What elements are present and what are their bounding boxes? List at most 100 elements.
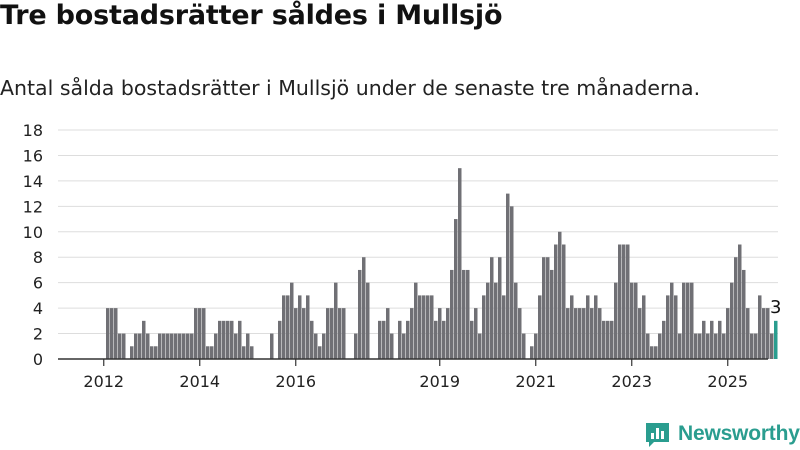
bar (442, 320, 446, 359)
bar (754, 333, 758, 359)
bar (198, 308, 202, 359)
bar (598, 308, 602, 359)
bar (314, 333, 318, 359)
bar (758, 295, 762, 359)
bar (410, 308, 414, 359)
bar (110, 308, 114, 359)
bar (690, 282, 694, 359)
bar (490, 257, 494, 359)
bar (378, 320, 382, 359)
newsworthy-logo: Newsworthy (644, 420, 800, 448)
bar (734, 257, 738, 359)
bar (474, 308, 478, 359)
x-tick-label: 2023 (611, 372, 652, 391)
bar (302, 308, 306, 359)
bar (406, 320, 410, 359)
bar (494, 282, 498, 359)
bar (710, 320, 714, 359)
bar (726, 308, 730, 359)
bar (282, 295, 286, 359)
bar (270, 333, 274, 359)
bar (610, 320, 614, 359)
bar (426, 295, 430, 359)
bar (586, 295, 590, 359)
bar (642, 295, 646, 359)
bar (722, 333, 726, 359)
bar (458, 168, 462, 359)
bar (214, 333, 218, 359)
bar (154, 346, 158, 359)
bar (398, 320, 402, 359)
bar (122, 333, 126, 359)
bar (518, 308, 522, 359)
bar (666, 295, 670, 359)
bar (566, 308, 570, 359)
bar (646, 333, 650, 359)
y-tick-label: 4 (33, 299, 43, 318)
bar (146, 333, 150, 359)
bar (538, 295, 542, 359)
bar (662, 320, 666, 359)
bar (206, 346, 210, 359)
bar (322, 333, 326, 359)
bar (558, 231, 562, 359)
bar (358, 269, 362, 359)
bar-chart-logo-icon (646, 422, 669, 447)
bars (106, 168, 778, 359)
bar (338, 308, 342, 359)
bar (626, 244, 630, 359)
y-tick-label: 12 (23, 197, 43, 216)
bar (290, 282, 294, 359)
bar (606, 320, 610, 359)
bar (190, 333, 194, 359)
bar (670, 282, 674, 359)
bar (142, 320, 146, 359)
bar (574, 308, 578, 359)
bar (450, 269, 454, 359)
bar (134, 333, 138, 359)
data-labels: 3 (770, 297, 781, 318)
bar (434, 320, 438, 359)
bar (530, 346, 534, 359)
bar (210, 346, 214, 359)
bar (278, 320, 282, 359)
bar (390, 333, 394, 359)
bar (310, 320, 314, 359)
y-tick-label: 14 (23, 172, 43, 191)
bar (590, 308, 594, 359)
bar (694, 333, 698, 359)
bar (234, 333, 238, 359)
bar (386, 308, 390, 359)
bar (718, 320, 722, 359)
bar (738, 244, 742, 359)
bar (522, 333, 526, 359)
bar (514, 282, 518, 359)
bar (226, 320, 230, 359)
bar (130, 346, 134, 359)
bar (742, 269, 746, 359)
bar (486, 282, 490, 359)
bar (502, 295, 506, 359)
bar (330, 308, 334, 359)
bar (582, 308, 586, 359)
bar (318, 346, 322, 359)
bar (446, 308, 450, 359)
x-tick-label: 2012 (83, 372, 124, 391)
bar (366, 282, 370, 359)
bar (162, 333, 166, 359)
bar (706, 333, 710, 359)
chart-title: Tre bostadsrätter såldes i Mullsjö (0, 0, 503, 31)
bar (478, 333, 482, 359)
x-tick-label: 2019 (419, 372, 460, 391)
bar (230, 320, 234, 359)
bar (250, 346, 254, 359)
x-tick-label: 2014 (179, 372, 220, 391)
bar (462, 269, 466, 359)
grid-lines (58, 129, 778, 335)
bar (638, 308, 642, 359)
bar (534, 333, 538, 359)
bar (510, 206, 514, 359)
bar (614, 282, 618, 359)
y-tick-label: 6 (33, 274, 43, 293)
x-axis: 2012 2014 2016 2019 2021 2023 2025 (58, 358, 768, 391)
